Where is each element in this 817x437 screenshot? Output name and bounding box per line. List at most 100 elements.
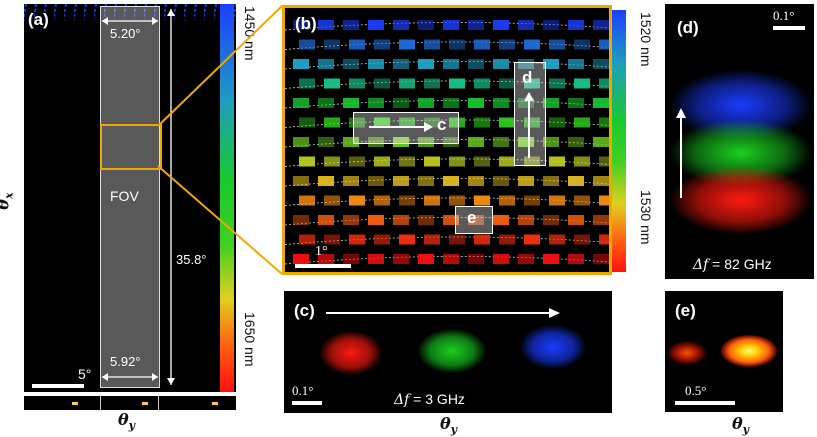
focal-spot: [474, 39, 490, 50]
focal-spot: [393, 215, 409, 225]
guide-line: [285, 22, 609, 31]
focal-spot: [543, 59, 559, 69]
focal-spot: [474, 78, 490, 89]
focal-spot: [599, 39, 609, 50]
focal-spot: [374, 78, 390, 89]
focal-spot: [318, 254, 334, 264]
panel-d-scale-bar: [773, 26, 805, 30]
width-top-arrow: [102, 17, 158, 25]
focal-spot: [324, 78, 340, 89]
focal-spot: [368, 176, 384, 186]
focal-spot: [399, 156, 415, 167]
focal-spot: [499, 234, 515, 245]
panel-a-fringes: [24, 4, 236, 392]
height-label: 35.8°: [176, 252, 207, 267]
focal-spot: [418, 215, 434, 225]
focal-spot: [493, 215, 509, 225]
focal-spot: [493, 137, 509, 147]
focal-spot: [474, 234, 490, 245]
focal-spot: [493, 254, 509, 264]
focal-spot: [399, 39, 415, 50]
focal-spot: [493, 176, 509, 186]
focal-spot: [374, 195, 390, 206]
region-box-e: [455, 206, 493, 234]
panel-c: (c) 0.1° Δf = 3 GHz: [284, 291, 612, 413]
focal-spot: [368, 254, 384, 264]
focal-spot: [518, 215, 534, 225]
focal-spot: [318, 137, 334, 147]
focal-spot: [368, 98, 384, 108]
focal-spot: [349, 156, 365, 167]
panel-c-delta-label: Δf = 3 GHz: [394, 391, 465, 408]
focal-spot: [424, 234, 440, 245]
focal-spot: [449, 234, 465, 245]
focal-spot: [468, 98, 484, 108]
focal-spot: [468, 20, 484, 30]
panel-e-theta-y-axis-label: θy: [732, 414, 750, 437]
panel-e: (e) 0.5°: [665, 291, 783, 412]
focal-spot: [443, 176, 459, 186]
focal-spot: [299, 78, 315, 89]
panel-c-label: (c): [294, 301, 315, 320]
green-spot: [418, 329, 486, 373]
panel-b-scale-bar: [295, 264, 351, 268]
focal-spot: [293, 215, 309, 225]
fov-rectangle: [100, 6, 160, 388]
focal-spot: [568, 176, 584, 186]
panel-c-scale-bar: [292, 401, 322, 405]
focal-spot: [368, 137, 384, 147]
focal-spot: [368, 59, 384, 69]
red-band: [671, 166, 811, 234]
focal-spot: [318, 215, 334, 225]
colorbar-b: [612, 10, 626, 272]
panel-a-theta-y-axis-label: θy: [118, 410, 136, 433]
focal-spot: [468, 254, 484, 264]
focal-spot: [324, 234, 340, 245]
focal-spot: [299, 39, 315, 50]
focal-spot: [343, 20, 359, 30]
panel-e-label: (e): [675, 301, 696, 320]
focal-spot: [343, 137, 359, 147]
guide-line: [285, 256, 609, 265]
focal-spot: [368, 215, 384, 225]
colorbar-b-top-label: 1520 nm: [638, 12, 654, 67]
panel-d: (d) 0.1° Δf = 82 GHz: [665, 4, 814, 279]
guide-line: [285, 80, 609, 89]
focal-spot: [468, 137, 484, 147]
focal-spot: [524, 156, 540, 167]
focal-spot: [593, 176, 609, 186]
guide-line: [285, 236, 609, 245]
focal-spot: [418, 176, 434, 186]
focal-spot: [568, 215, 584, 225]
focal-spot: [318, 176, 334, 186]
focal-spot: [593, 254, 609, 264]
focal-spot: [568, 98, 584, 108]
panel-b-spot-grid: [285, 20, 609, 265]
focal-spot: [299, 156, 315, 167]
focal-spot: [593, 20, 609, 30]
focal-spot: [474, 117, 490, 128]
colorbar-a-bottom-label: 1650 nm: [242, 312, 258, 367]
focal-spot: [449, 39, 465, 50]
focal-spot: [449, 195, 465, 206]
focal-spot: [293, 137, 309, 147]
focal-spot: [349, 117, 365, 128]
focal-spot: [449, 117, 465, 128]
focal-spot: [524, 39, 540, 50]
panel-e-scale-bar: [675, 401, 735, 405]
focal-spot: [299, 117, 315, 128]
focal-spot: [349, 234, 365, 245]
focal-spot: [349, 39, 365, 50]
focal-spot: [443, 137, 459, 147]
focal-spot: [493, 98, 509, 108]
guide-line: [285, 197, 609, 206]
focal-spot: [549, 39, 565, 50]
focal-spot: [518, 59, 534, 69]
focal-spot: [443, 98, 459, 108]
box-d-label: d: [522, 68, 533, 87]
focal-spot: [549, 117, 565, 128]
focal-spot: [374, 39, 390, 50]
focal-spot: [518, 254, 534, 264]
guide-line: [285, 217, 609, 226]
colorbar-a: [220, 4, 234, 392]
